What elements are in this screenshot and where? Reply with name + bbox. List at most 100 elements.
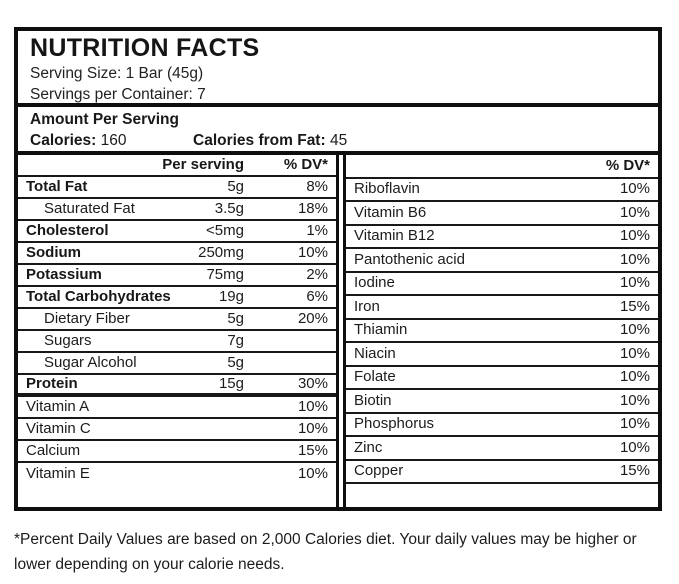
nutrient-dv: 10%: [619, 391, 650, 409]
calories-from-fat-label: Calories from Fat:: [193, 132, 326, 149]
daily-values-footnote: *Percent Daily Values are based on 2,000…: [14, 531, 637, 573]
serving-size-text: Serving Size: 1 Bar (45g): [30, 65, 204, 82]
nutrient-row-copper: Copper 15%: [346, 461, 658, 484]
nutrient-row-sugars: Sugars 7g: [18, 331, 336, 353]
nutrient-amount: 19g: [218, 288, 244, 305]
nutrient-name: Iron: [354, 297, 380, 315]
nutrient-dv: 10%: [619, 250, 650, 268]
page-title: NUTRITION FACTS: [30, 34, 260, 62]
right-table-empty-space: [346, 484, 658, 507]
nutrient-name: Pantothenic acid: [354, 250, 465, 268]
nutrient-dv: 10%: [297, 420, 328, 437]
nutrient-row-calcium: Calcium 15%: [18, 441, 336, 463]
nutrient-row-iodine: Iodine 10%: [346, 273, 658, 296]
nutrient-amount: 250mg: [198, 244, 244, 261]
nutrient-amount: 5g: [227, 354, 244, 371]
nutrient-row-vitamin-c: Vitamin C 10%: [18, 419, 336, 441]
nutrient-row-riboflavin: Riboflavin 10%: [346, 179, 658, 202]
nutrient-name: Biotin: [354, 391, 392, 409]
nutrient-dv: 15%: [619, 297, 650, 315]
nutrient-dv: 10%: [619, 203, 650, 221]
nutrient-row-potassium: Potassium 75mg 2%: [18, 265, 336, 287]
calories-label: Calories:: [30, 132, 97, 149]
calories-from-fat-group: Calories from Fat: 45: [193, 130, 347, 151]
nutrient-name: Niacin: [354, 344, 396, 362]
nutrient-row-total-fat: Total Fat 5g 8%: [18, 177, 336, 199]
nutrient-dv: 18%: [297, 200, 328, 217]
nutrient-name: Vitamin B12: [354, 227, 435, 245]
nutrient-amount: 75mg: [206, 266, 244, 283]
nutrient-dv: 20%: [297, 310, 328, 327]
nutrient-dv: 10%: [619, 321, 650, 339]
nutrient-dv: 10%: [619, 415, 650, 433]
nutrient-row-thiamin: Thiamin 10%: [346, 320, 658, 343]
nutrient-dv: 10%: [619, 180, 650, 198]
nutrient-name: Total Carbohydrates: [26, 288, 171, 305]
nutrient-row-folate: Folate 10%: [346, 367, 658, 390]
nutrient-row-niacin: Niacin 10%: [346, 343, 658, 367]
nutrient-amount: 5g: [227, 310, 244, 327]
nutrient-name: Folate: [354, 368, 396, 386]
right-nutrient-table: % DV* Riboflavin 10% Vitamin B6 10% Vitamin …: [343, 155, 658, 507]
nutrient-amount: 3.5g: [214, 200, 244, 217]
nutrient-row-vitamin-b12: Vitamin B12 10%: [346, 226, 658, 249]
right-table-header: % DV*: [346, 155, 658, 179]
nutrient-dv: 15%: [297, 442, 328, 459]
nutrient-name: Dietary Fiber: [44, 310, 130, 327]
nutrient-dv: 15%: [619, 462, 650, 480]
left-nutrient-table: Per serving % DV* Total Fat 5g 8% Saturated…: [18, 155, 339, 507]
calories-value: 160: [100, 132, 127, 149]
nutrient-row-sodium: Sodium 250mg 10%: [18, 243, 336, 265]
calories-from-fat-value: 45: [329, 132, 348, 149]
nutrient-row-phosphorus: Phosphorus 10%: [346, 414, 658, 437]
nutrient-name: Vitamin A: [26, 398, 90, 415]
nutrient-amount: <5mg: [206, 222, 244, 239]
nutrient-row-vitamin-b6: Vitamin B6 10%: [346, 202, 658, 226]
nutrient-row-iron: Iron 15%: [346, 296, 658, 320]
nutrient-dv: 6%: [306, 288, 328, 305]
nutrient-name: Zinc: [354, 438, 383, 456]
nutrient-name: Vitamin C: [26, 420, 91, 437]
nutrient-name: Protein: [26, 375, 78, 392]
nutrient-name: Phosphorus: [354, 415, 435, 433]
left-table-header: Per serving % DV*: [18, 155, 336, 177]
nutrient-row-zinc: Zinc 10%: [346, 437, 658, 461]
nutrient-row-cholesterol: Cholesterol <5mg 1%: [18, 221, 336, 243]
nutrient-name: Vitamin E: [26, 465, 90, 482]
header-section: NUTRITION FACTS Serving Size: 1 Bar (45g…: [18, 31, 658, 103]
nutrient-row-dietary-fiber: Dietary Fiber 5g 20%: [18, 309, 336, 331]
nutrient-row-vitamin-a: Vitamin A 10%: [18, 397, 336, 419]
nutrient-dv: 1%: [306, 222, 328, 239]
nutrient-name: Sugar Alcohol: [44, 354, 137, 371]
nutrient-tables: Per serving % DV* Total Fat 5g 8% Saturated…: [18, 151, 658, 507]
nutrient-dv: 10%: [619, 274, 650, 292]
nutrient-name: Thiamin: [354, 321, 408, 339]
calories-row: Calories: 160 Calories from Fat: 45: [30, 130, 646, 151]
nutrient-name: Sugars: [44, 332, 92, 349]
per-serving-column-header: Per serving: [162, 156, 244, 173]
nutrient-dv: 10%: [619, 227, 650, 245]
nutrient-row-vitamin-e: Vitamin E 10%: [18, 463, 336, 485]
nutrient-dv: 8%: [306, 178, 328, 195]
nutrient-row-pantothenic-acid: Pantothenic acid 10%: [346, 249, 658, 273]
nutrient-name: Saturated Fat: [44, 200, 135, 217]
nutrient-row-biotin: Biotin 10%: [346, 390, 658, 414]
nutrient-dv: 10%: [619, 344, 650, 362]
nutrient-name: Total Fat: [26, 178, 88, 195]
nutrient-dv: 30%: [297, 375, 328, 392]
nutrient-row-saturated-fat: Saturated Fat 3.5g 18%: [18, 199, 336, 221]
nutrient-name: Copper: [354, 462, 404, 480]
nutrient-dv: 2%: [306, 266, 328, 283]
calories-section: Amount Per Serving Calories: 160 Calorie…: [18, 103, 658, 151]
dv-column-header: % DV*: [283, 156, 328, 173]
nutrient-amount: 15g: [218, 375, 244, 392]
nutrient-name: Vitamin B6: [354, 203, 427, 221]
servings-per-container-text: Servings per Container: 7: [30, 86, 206, 103]
nutrient-row-total-carbohydrates: Total Carbohydrates 19g 6%: [18, 287, 336, 309]
nutrient-name: Potassium: [26, 266, 102, 283]
nutrient-row-protein: Protein 15g 30%: [18, 375, 336, 397]
amount-per-serving-label: Amount Per Serving: [30, 111, 179, 128]
nutrient-name: Calcium: [26, 442, 81, 459]
calories-value-group: Calories: 160: [30, 132, 127, 149]
